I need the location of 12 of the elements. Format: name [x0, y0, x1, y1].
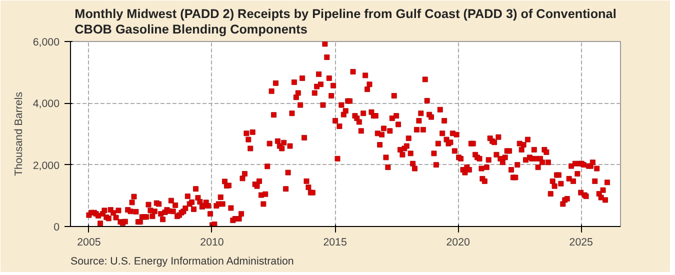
y-tick-label: 6,000 — [32, 36, 60, 48]
y-tick-label: 2,000 — [32, 160, 60, 172]
y-axis-title: Thousand Barrels — [12, 92, 25, 176]
chart-title: Monthly Midwest (PADD 2) Receipts by Pipeline from Gulf Coast (PADD 3) of Conventional CBOB Gasoline Blending Components — [74, 7, 616, 36]
x-tick-label: 2015 — [323, 236, 347, 248]
y-tick-label: 0 — [54, 222, 60, 234]
x-tick-label: 2020 — [446, 236, 470, 248]
source-note: Source: U.S. Energy Information Administration — [70, 256, 294, 268]
x-tick-label: 2025 — [569, 236, 594, 248]
x-tick-label: 2010 — [200, 236, 224, 248]
x-tick-label: 2005 — [77, 236, 101, 248]
y-tick-label: 4,000 — [32, 98, 60, 110]
